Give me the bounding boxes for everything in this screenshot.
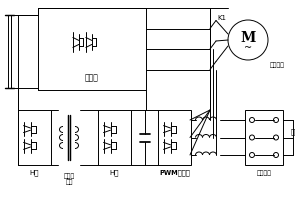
Circle shape (228, 20, 268, 60)
Text: H桥: H桥 (110, 170, 119, 176)
Text: H桥: H桥 (30, 170, 39, 176)
Text: 驱动电机: 驱动电机 (270, 62, 285, 68)
Bar (245, 110, 283, 165)
Circle shape (274, 152, 278, 158)
Text: 高频变
压器: 高频变 压器 (63, 173, 75, 185)
Text: ~: ~ (244, 43, 252, 53)
Bar (158, 110, 191, 165)
Text: 电网接口: 电网接口 (256, 170, 272, 176)
Circle shape (274, 117, 278, 122)
Circle shape (250, 135, 254, 140)
Bar (38, 8, 146, 90)
Text: 逆变器: 逆变器 (85, 73, 99, 82)
Bar (18, 110, 51, 165)
Circle shape (250, 117, 254, 122)
Circle shape (274, 135, 278, 140)
Text: 接: 接 (291, 128, 295, 135)
Text: PWM整流器: PWM整流器 (159, 170, 190, 176)
Text: K1: K1 (217, 15, 226, 21)
Bar (98, 110, 131, 165)
Circle shape (250, 152, 254, 158)
Text: M: M (240, 31, 256, 45)
